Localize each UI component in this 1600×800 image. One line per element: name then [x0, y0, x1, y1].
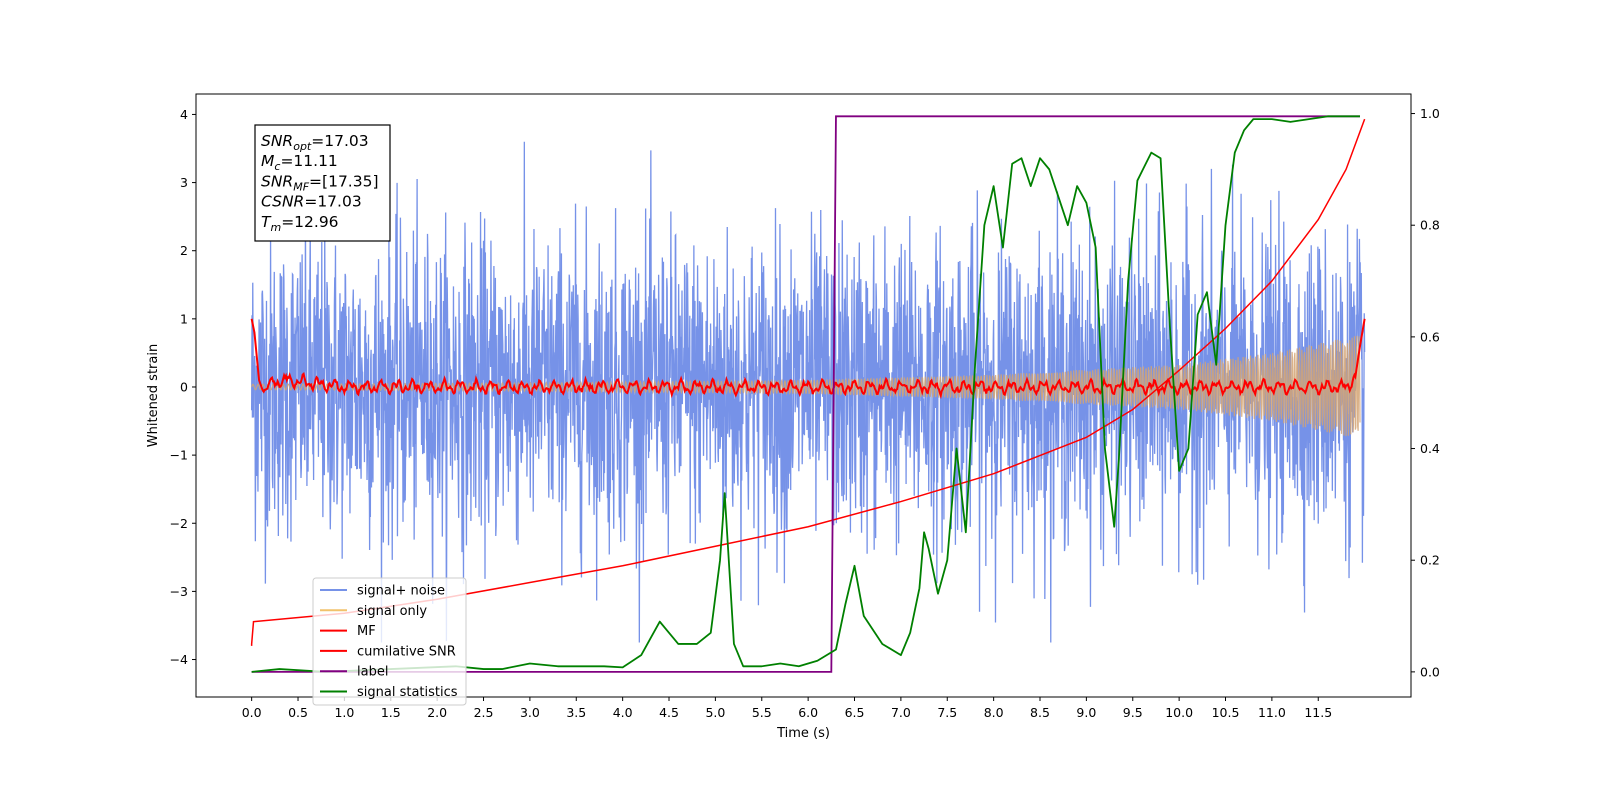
- annotation-line: Mc=11.11: [261, 152, 338, 173]
- x-tick-label: 10.5: [1212, 705, 1240, 720]
- legend-entry: MF: [357, 624, 376, 639]
- annotation-value: =12.96: [281, 213, 338, 231]
- y2-tick-label: 0.6: [1420, 329, 1440, 344]
- x-tick-label: 4.0: [613, 705, 633, 720]
- y-tick-label: −2: [170, 516, 188, 531]
- x-tick-label: 0.5: [288, 705, 308, 720]
- y2-tick-label: 0.4: [1420, 441, 1440, 456]
- annotation-subscript: MF: [293, 180, 309, 193]
- x-tick-label: 10.0: [1165, 705, 1193, 720]
- legend-entry: cumilative SNR: [357, 644, 456, 659]
- x-tick-label: 0.0: [242, 705, 262, 720]
- legend-entry: signal only: [357, 604, 427, 619]
- x-tick-label: 11.0: [1258, 705, 1286, 720]
- legend: signal+ noise signal only MF cumilative SNR…: [312, 577, 467, 706]
- annotation-symbol: SNR: [261, 172, 293, 190]
- series-signal-noise: [251, 141, 1366, 643]
- y2-tick-label: 0.8: [1420, 218, 1440, 233]
- y-tick-label: 4: [180, 107, 188, 122]
- legend-entry: signal+ noise: [357, 584, 445, 599]
- y2-tick-label: 0.2: [1420, 553, 1440, 568]
- y-tick-label: 3: [180, 175, 188, 190]
- annotation-value: =17.03: [304, 193, 361, 211]
- y2-tick-label: 0.0: [1420, 664, 1440, 679]
- annotation-box: SNRopt=17.03Mc=11.11SNRMF=[17.35]CSNR=17…: [254, 124, 391, 242]
- x-axis: 0.0 0.5 1.0 1.5 2.0 2.5 3.0 3.5 4.0 4.5 5.0 5.5 6.0 6…: [242, 697, 1332, 720]
- x-tick-label: 5.0: [705, 705, 725, 720]
- annotation-symbol: SNR: [261, 132, 293, 150]
- x-tick-label: 4.5: [659, 705, 679, 720]
- x-tick-label: 6.5: [845, 705, 865, 720]
- x-tick-label: 3.5: [566, 705, 586, 720]
- x-tick-label: 9.5: [1123, 705, 1143, 720]
- annotation-line: SNRopt=17.03: [261, 132, 369, 153]
- x-tick-label: 6.0: [798, 705, 818, 720]
- series-signal-statistics: [251, 115, 1360, 673]
- y-axis-left: −4 −3 −2 −1 0 1 2 3 4: [170, 107, 196, 667]
- annotation-line: SNRMF=[17.35]: [261, 172, 379, 193]
- series-mf: [250, 318, 1366, 400]
- x-tick-label: 9.0: [1076, 705, 1096, 720]
- x-tick-label: 3.0: [520, 705, 540, 720]
- annotation-value: =17.03: [311, 132, 368, 150]
- y-tick-label: 2: [180, 243, 188, 258]
- x-tick-label: 7.0: [891, 705, 911, 720]
- y2-tick-label: 1.0: [1420, 106, 1440, 121]
- y-axis-right: 0.0 0.2 0.4 0.6 0.8 1.0: [1411, 106, 1440, 679]
- x-tick-label: 2.5: [474, 705, 494, 720]
- y-tick-label: −1: [170, 448, 188, 463]
- annotation-subscript: m: [270, 221, 281, 234]
- x-tick-label: 7.5: [937, 705, 957, 720]
- annotation-subscript: c: [274, 160, 280, 173]
- x-tick-label: 8.5: [1030, 705, 1050, 720]
- annotation-subscript: opt: [293, 140, 312, 153]
- legend-entry: signal statistics: [357, 685, 458, 700]
- y-tick-label: 1: [180, 311, 188, 326]
- annotation-symbol: M: [261, 152, 274, 170]
- annotation-symbol: CSNR: [261, 193, 304, 211]
- annotation-line: Tm=12.96: [261, 213, 339, 234]
- legend-entry: label: [357, 665, 388, 680]
- x-tick-label: 1.0: [334, 705, 354, 720]
- y-axis-label: Whitened strain: [146, 344, 161, 447]
- annotation-value: =11.11: [280, 152, 337, 170]
- y-tick-label: 0: [180, 379, 188, 394]
- y-tick-label: −3: [170, 584, 188, 599]
- axes-frame: [195, 93, 1412, 698]
- x-tick-label: 5.5: [752, 705, 772, 720]
- x-tick-label: 1.5: [381, 705, 401, 720]
- annotation-value: =[17.35]: [309, 172, 378, 190]
- x-tick-label: 2.0: [427, 705, 447, 720]
- legend-frame: [312, 577, 467, 706]
- y-tick-label: −4: [170, 652, 188, 667]
- annotation-line: CSNR=17.03: [261, 193, 362, 211]
- x-axis-label: Time (s): [776, 726, 830, 741]
- series-label: [251, 115, 1360, 673]
- x-tick-label: 11.5: [1304, 705, 1332, 720]
- annotation-symbol: T: [261, 213, 272, 231]
- annotation-frame: [254, 124, 391, 242]
- x-tick-label: 8.0: [984, 705, 1004, 720]
